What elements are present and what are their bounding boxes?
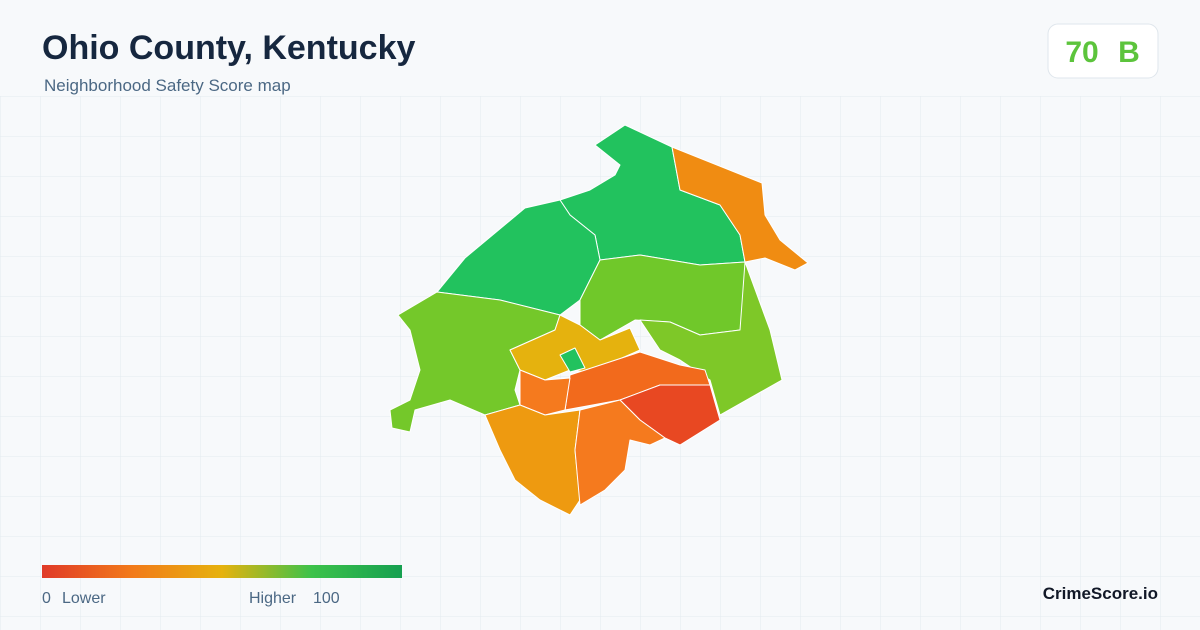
score-value: 70	[1065, 36, 1098, 69]
legend-min-label: Lower	[62, 590, 106, 607]
brand: CrimeScore.io	[1043, 584, 1158, 603]
legend-max: 100	[313, 590, 340, 607]
title: Ohio County, Kentucky	[42, 29, 415, 67]
region	[574, 399, 666, 506]
region	[671, 146, 809, 271]
score-box	[1047, 23, 1159, 79]
score-grade: B	[1118, 36, 1140, 69]
county-map	[389, 124, 809, 516]
legend-min: 0	[42, 590, 51, 607]
region	[559, 347, 586, 373]
legend-scale	[42, 565, 402, 578]
subtitle: Neighborhood Safety Score map	[44, 76, 291, 95]
legend-max-label: Higher	[249, 590, 297, 607]
region	[639, 261, 783, 416]
